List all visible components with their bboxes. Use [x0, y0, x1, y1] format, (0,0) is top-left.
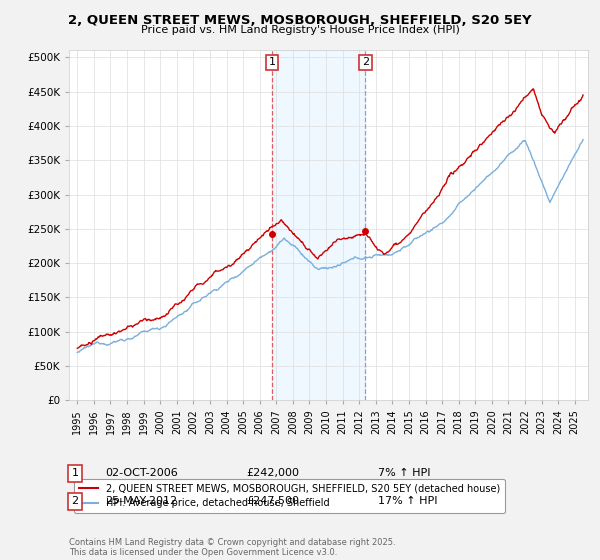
- Text: £242,000: £242,000: [246, 468, 299, 478]
- Text: 17% ↑ HPI: 17% ↑ HPI: [378, 496, 437, 506]
- Text: 7% ↑ HPI: 7% ↑ HPI: [378, 468, 431, 478]
- Text: Contains HM Land Registry data © Crown copyright and database right 2025.
This d: Contains HM Land Registry data © Crown c…: [69, 538, 395, 557]
- Bar: [272, 50, 365, 400]
- Text: 25-MAY-2012: 25-MAY-2012: [105, 496, 177, 506]
- Text: 2: 2: [362, 58, 369, 67]
- Text: £247,500: £247,500: [246, 496, 299, 506]
- Text: 1: 1: [269, 58, 275, 67]
- Text: 2, QUEEN STREET MEWS, MOSBOROUGH, SHEFFIELD, S20 5EY: 2, QUEEN STREET MEWS, MOSBOROUGH, SHEFFI…: [68, 14, 532, 27]
- Text: 02-OCT-2006: 02-OCT-2006: [105, 468, 178, 478]
- Legend: 2, QUEEN STREET MEWS, MOSBOROUGH, SHEFFIELD, S20 5EY (detached house), HPI: Aver: 2, QUEEN STREET MEWS, MOSBOROUGH, SHEFFI…: [74, 479, 505, 514]
- Text: 2: 2: [71, 496, 79, 506]
- Text: 1: 1: [71, 468, 79, 478]
- Text: Price paid vs. HM Land Registry's House Price Index (HPI): Price paid vs. HM Land Registry's House …: [140, 25, 460, 35]
